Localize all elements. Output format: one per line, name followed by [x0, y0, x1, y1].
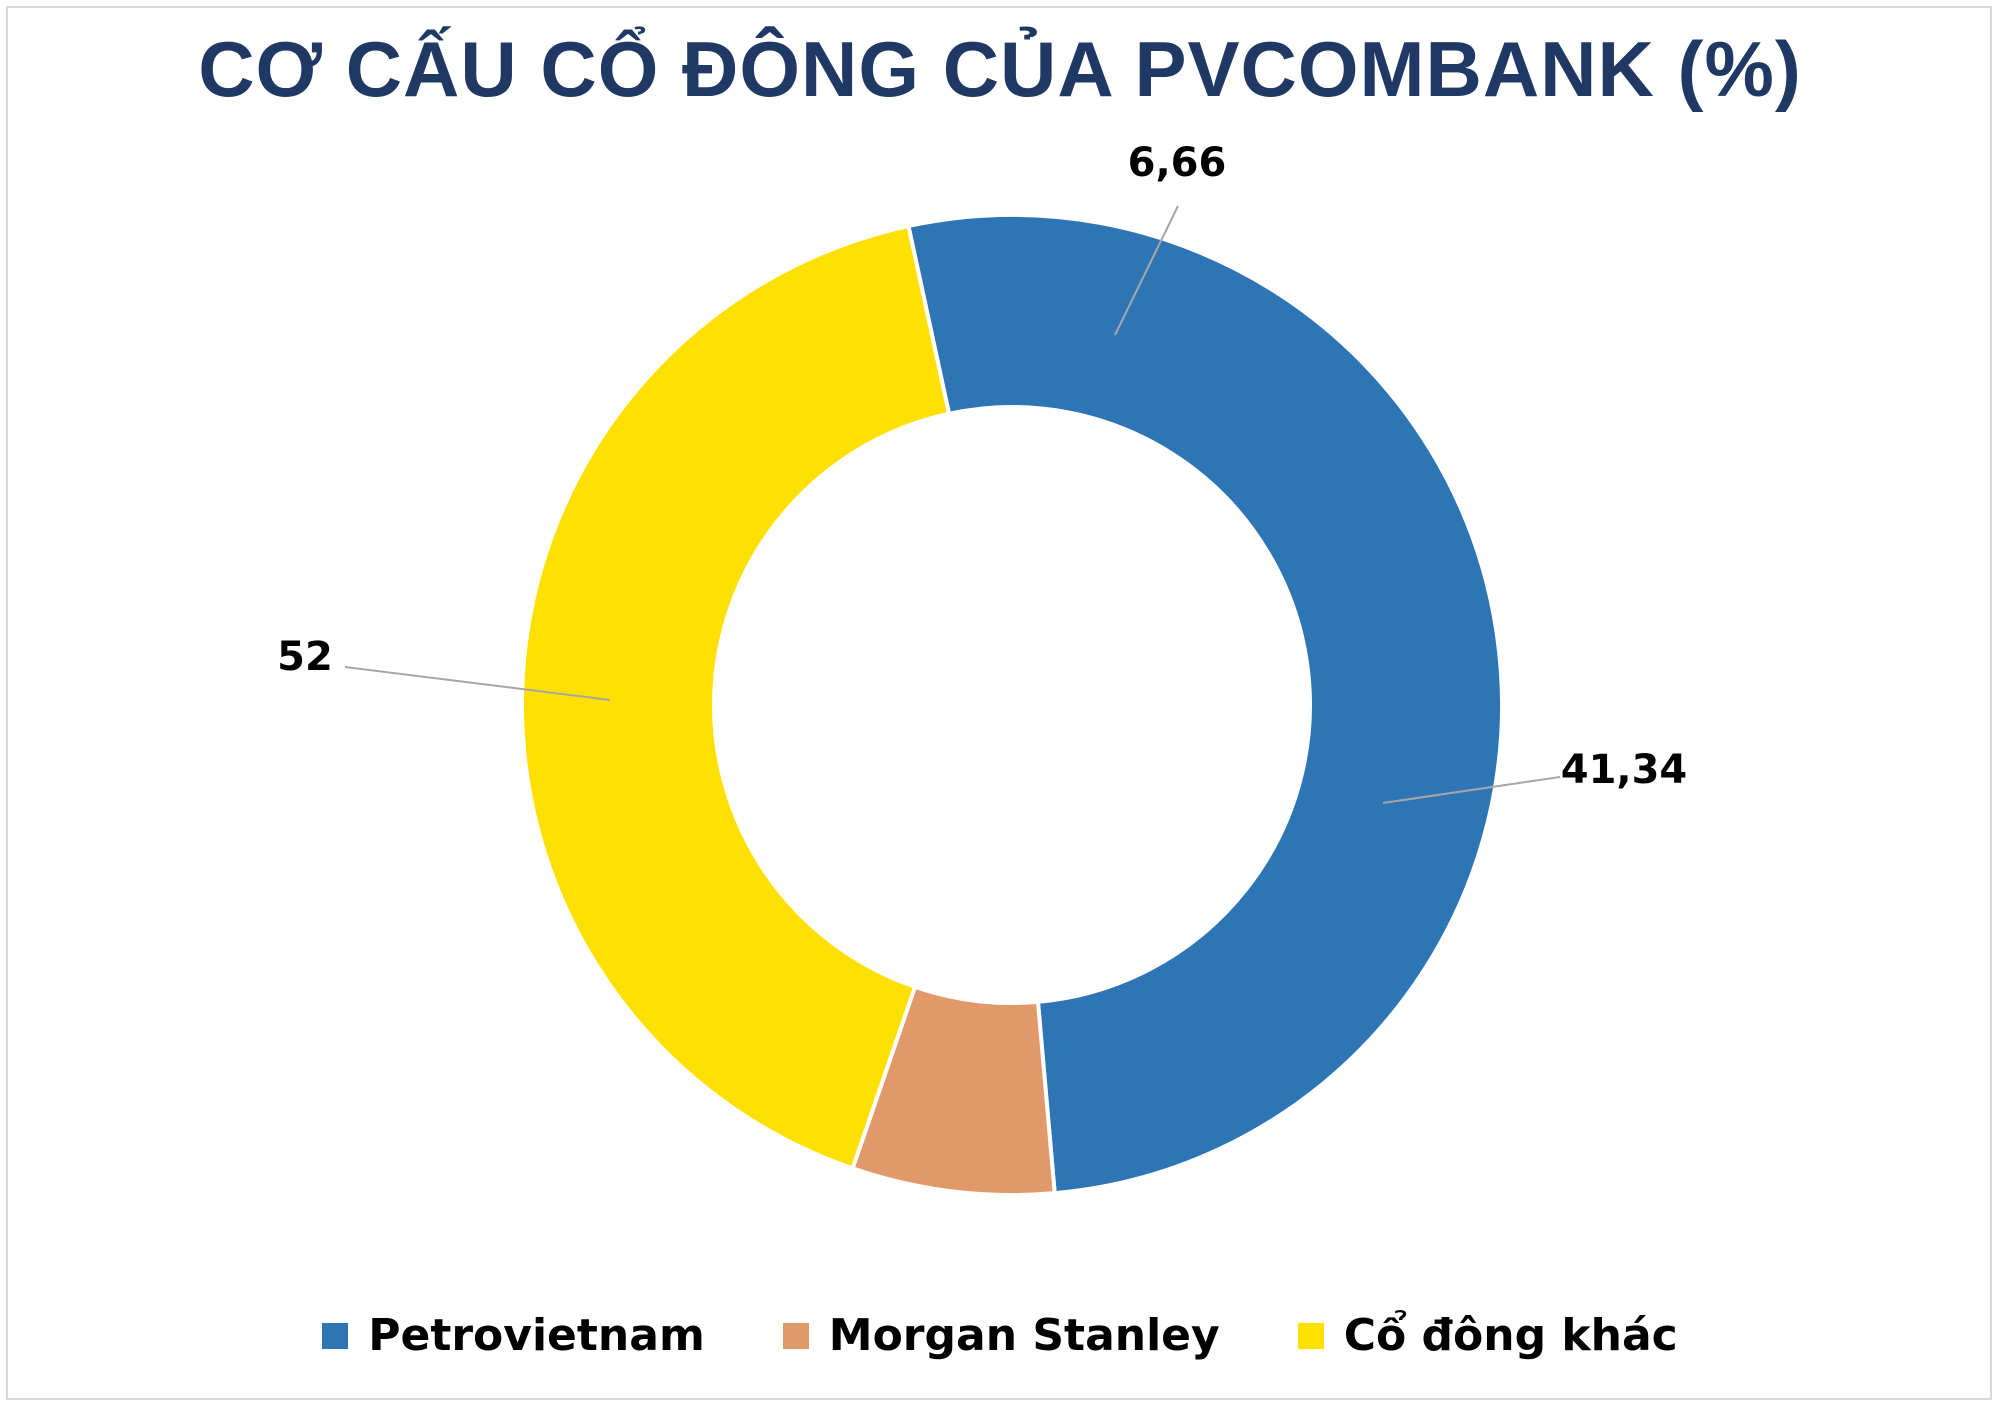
slice-petrovietnam	[906, 213, 1504, 1196]
slice-co-dong-khac	[520, 223, 952, 1171]
leader-line-co-dong-khac	[1382, 776, 1561, 804]
slice-morgan-stanley	[850, 984, 1057, 1197]
legend: Petrovietnam Morgan Stanley Cổ đông khác	[0, 1310, 2000, 1361]
leader-line-morgan-stanley	[1114, 205, 1179, 336]
leader-line-petrovietnam	[344, 666, 611, 701]
data-label-petrovietnam: 52	[277, 634, 333, 680]
legend-item-petrovietnam: Petrovietnam	[322, 1310, 705, 1361]
leader-lines	[344, 205, 1561, 804]
legend-label-co-dong-khac: Cổ đông khác	[1343, 1310, 1678, 1361]
legend-swatch-morgan-stanley	[782, 1322, 809, 1349]
legend-label-morgan-stanley: Morgan Stanley	[828, 1310, 1220, 1361]
legend-swatch-co-dong-khac	[1297, 1322, 1324, 1349]
chart-title: CƠ CẤU CỔ ĐÔNG CỦA PVCOMBANK (%)	[198, 25, 1802, 113]
data-labels: 52 6,66 41,34	[277, 140, 1687, 793]
legend-item-co-dong-khac: Cổ đông khác	[1297, 1310, 1678, 1361]
data-label-morgan-stanley: 6,66	[1128, 140, 1227, 186]
data-label-co-dong-khac: 41,34	[1561, 747, 1688, 793]
legend-item-morgan-stanley: Morgan Stanley	[782, 1310, 1220, 1361]
legend-label-petrovietnam: Petrovietnam	[368, 1310, 705, 1361]
legend-swatch-petrovietnam	[322, 1322, 349, 1349]
donut-slices	[520, 213, 1504, 1197]
